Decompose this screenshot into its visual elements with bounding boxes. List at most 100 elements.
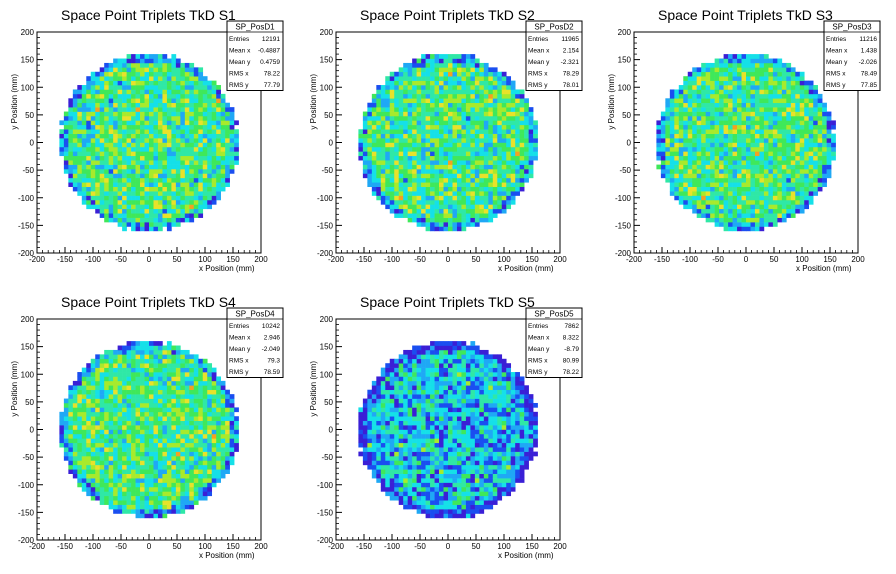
- heatmap-bin: [515, 133, 520, 139]
- heatmap-bin: [398, 76, 404, 81]
- heatmap-bin: [135, 363, 141, 368]
- heatmap-bin: [140, 199, 145, 205]
- heatmap-bin: [786, 115, 792, 121]
- heatmap-bin: [394, 155, 400, 161]
- heatmap-bin: [371, 138, 377, 143]
- heatmap-bin: [781, 191, 787, 196]
- heatmap-bin: [439, 71, 444, 77]
- heatmap-bin: [216, 107, 221, 112]
- heatmap-bin: [524, 173, 529, 179]
- heatmap-bin: [750, 76, 756, 81]
- heatmap-bin: [122, 394, 127, 399]
- heatmap-bin: [750, 195, 756, 201]
- heatmap-bin: [488, 160, 494, 165]
- heatmap-bin: [367, 102, 373, 108]
- heatmap-bin: [714, 93, 720, 99]
- heatmap-bin: [474, 177, 480, 183]
- heatmap-bin: [790, 129, 796, 134]
- heatmap-bin: [705, 115, 711, 121]
- heatmap-bin: [403, 182, 408, 187]
- heatmap-bin: [403, 120, 408, 126]
- heatmap-bin: [166, 80, 172, 86]
- heatmap-bin: [497, 115, 503, 121]
- heatmap-bin: [162, 155, 168, 161]
- heatmap-bin: [425, 102, 431, 108]
- heatmap-bin: [126, 456, 132, 461]
- heatmap-bin: [421, 58, 426, 64]
- heatmap-bin: [674, 120, 680, 126]
- heatmap-bin: [135, 433, 141, 439]
- heatmap-bin: [483, 217, 489, 223]
- stats-row-value: 11216: [859, 36, 877, 43]
- heatmap-bin: [470, 138, 476, 143]
- heatmap-bin: [790, 133, 796, 139]
- heatmap-bin: [144, 138, 150, 143]
- heatmap-bin: [683, 142, 689, 148]
- heatmap-bin: [184, 182, 190, 187]
- heatmap-bin: [501, 129, 507, 134]
- heatmap-bin: [207, 155, 213, 161]
- heatmap-bin: [117, 107, 123, 112]
- heatmap-bin: [461, 133, 467, 139]
- heatmap-bin: [171, 491, 177, 497]
- heatmap-bin: [488, 124, 494, 130]
- heatmap-bin: [439, 115, 444, 121]
- heatmap-bin: [439, 133, 444, 139]
- heatmap-bin: [99, 394, 105, 399]
- heatmap-bin: [692, 98, 698, 104]
- heatmap-bin: [234, 142, 239, 148]
- heatmap-bin: [180, 98, 186, 104]
- heatmap-bin: [723, 76, 729, 81]
- heatmap-bin: [430, 129, 435, 134]
- heatmap-bin: [777, 146, 783, 152]
- heatmap-bin: [104, 186, 109, 192]
- heatmap-bin: [99, 495, 105, 501]
- heatmap-bin: [99, 129, 105, 134]
- heatmap-bin: [732, 111, 738, 117]
- heatmap-bin: [77, 433, 83, 439]
- heatmap-bin: [189, 85, 195, 90]
- heatmap-bin: [149, 469, 154, 474]
- heatmap-bin: [781, 208, 787, 214]
- heatmap-bin: [501, 182, 507, 187]
- heatmap-bin: [728, 142, 733, 148]
- heatmap-bin: [135, 460, 141, 466]
- heatmap-bin: [746, 120, 751, 126]
- heatmap-bin: [808, 155, 814, 161]
- heatmap-bin: [799, 133, 805, 139]
- heatmap-bin: [162, 363, 168, 368]
- heatmap-bin: [768, 142, 774, 148]
- heatmap-bin: [95, 358, 101, 364]
- heatmap-bin: [430, 54, 435, 59]
- heatmap-bin: [104, 354, 109, 360]
- heatmap-bin: [416, 107, 422, 112]
- heatmap-bin: [714, 102, 720, 108]
- heatmap-bin: [772, 102, 778, 108]
- heatmap-bin: [826, 138, 832, 143]
- heatmap-bin: [750, 155, 756, 161]
- heatmap-bin: [113, 208, 118, 214]
- heatmap-bin: [434, 164, 440, 170]
- heatmap-bin: [746, 177, 751, 183]
- heatmap-bin: [732, 146, 738, 152]
- heatmap-bin: [737, 124, 742, 130]
- heatmap-bin: [777, 76, 783, 81]
- heatmap-bin: [470, 133, 476, 139]
- heatmap-bin: [533, 155, 538, 161]
- heatmap-bin: [488, 133, 494, 139]
- heatmap-bin: [157, 385, 163, 391]
- heatmap-bin: [732, 76, 738, 81]
- heatmap-bin: [166, 398, 172, 404]
- y-tick-label: 200: [618, 28, 632, 37]
- heatmap-bin: [461, 80, 467, 86]
- heatmap-bin: [63, 146, 69, 152]
- heatmap-bin: [804, 120, 810, 126]
- heatmap-bin: [528, 138, 534, 143]
- heatmap-bin: [72, 115, 78, 121]
- heatmap-bin: [153, 146, 159, 152]
- heatmap-bin: [425, 111, 431, 117]
- heatmap-bin: [135, 495, 141, 501]
- heatmap-bin: [479, 208, 485, 214]
- heatmap-bin: [122, 491, 127, 497]
- heatmap-bin: [403, 177, 408, 183]
